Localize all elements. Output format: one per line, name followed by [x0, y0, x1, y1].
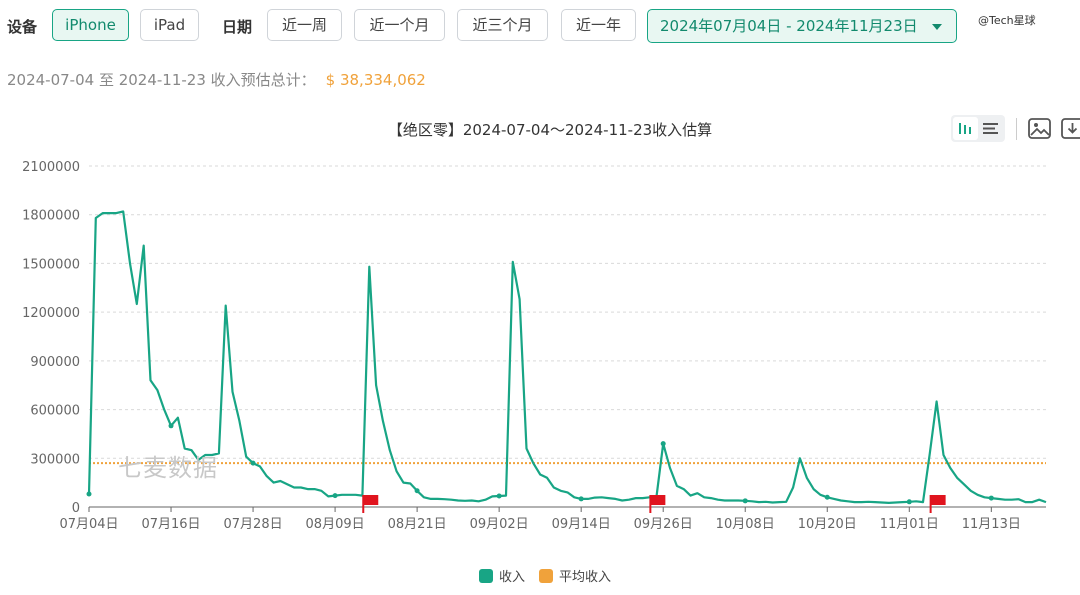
y-tick-label: 1200000 [22, 306, 80, 321]
y-tick-label: 600000 [30, 404, 80, 419]
y-tick-label: 1800000 [22, 209, 80, 224]
x-axis: 07月04日 07月16日 07月28日 08月09日 08月21日 09月02日 09月1… [59, 506, 1046, 532]
revenue-line [87, 210, 1047, 504]
revenue-summary: 2024-07-04 至 2024-11-23 收入预估总计： $ 38,334,… [7, 69, 426, 90]
x-tick-label: 08月21日 [388, 517, 447, 532]
x-tick-label: 07月04日 [59, 517, 118, 532]
x-tick-label: 10月08日 [716, 517, 775, 532]
data-point [414, 488, 420, 494]
data-point [824, 494, 830, 500]
toolbar-divider [1016, 118, 1017, 140]
event-flag [362, 495, 379, 513]
x-tick-label: 08月09日 [306, 517, 365, 532]
date-range-picker[interactable]: 2024年07月04日 - 2024年11月23日 [647, 9, 957, 43]
range-week-button[interactable]: 近一周 [267, 9, 342, 41]
legend-revenue-swatch [479, 569, 493, 583]
data-point [906, 499, 912, 505]
range-year-button[interactable]: 近一年 [561, 9, 636, 41]
event-flag [649, 495, 666, 513]
grid-lines [89, 165, 1046, 459]
flag-cloth [363, 495, 379, 505]
data-point [86, 491, 92, 497]
data-point [742, 498, 748, 504]
summary-total: $ 38,334,062 [325, 71, 426, 89]
caret-down-icon [932, 24, 942, 30]
x-tick-label: 10月20日 [798, 517, 857, 532]
date-range-value: 2024年07月04日 - 2024年11月23日 [660, 17, 918, 35]
event-markers [362, 495, 946, 513]
list-icon[interactable] [979, 117, 1003, 140]
data-point [168, 423, 174, 429]
x-tick-label: 09月14日 [552, 517, 611, 532]
data-point [988, 495, 994, 501]
range-three-months-button[interactable]: 近三个月 [457, 9, 548, 41]
source-watermark: @Tech星球 [978, 14, 1036, 27]
image-icon-svg [1028, 118, 1051, 139]
device-iphone-button[interactable]: iPhone [52, 9, 129, 41]
qimai-watermark: 七麦数据 [118, 454, 218, 482]
legend-revenue-label: 收入 [499, 570, 526, 585]
image-icon[interactable] [1027, 116, 1053, 142]
event-flag [929, 495, 946, 513]
y-tick-label: 0 [72, 501, 80, 516]
x-tick-label: 07月28日 [224, 517, 283, 532]
data-point [250, 460, 256, 466]
download-icon-svg [1061, 118, 1080, 139]
device-ipad-button[interactable]: iPad [140, 9, 199, 41]
data-point [332, 493, 338, 499]
y-tick-label: 2100000 [22, 160, 80, 175]
x-tick-label: 07月16日 [141, 517, 200, 532]
data-point [578, 496, 584, 502]
data-point [496, 493, 502, 499]
revenue-series [86, 210, 1047, 505]
data-point [660, 441, 666, 447]
download-icon[interactable] [1060, 116, 1080, 142]
legend-revenue[interactable]: 收入 [479, 566, 525, 585]
range-month-button[interactable]: 近一个月 [354, 9, 445, 41]
legend-average[interactable]: 平均收入 [539, 566, 611, 585]
y-tick-label: 300000 [30, 452, 80, 467]
summary-label: 2024-07-04 至 2024-11-23 收入预估总计： [7, 71, 316, 89]
device-label: 设备 [7, 18, 38, 36]
y-tick-label: 900000 [30, 355, 80, 370]
legend-average-swatch [539, 569, 553, 583]
date-label: 日期 [222, 18, 253, 36]
bar-chart-icon[interactable] [953, 117, 978, 140]
list-icon-svg [983, 123, 998, 134]
chart-title: 【绝区零】2024-07-04～2024-11-23收入估算 [387, 121, 713, 139]
x-tick-label: 09月26日 [634, 517, 693, 532]
legend-average-label: 平均收入 [559, 570, 612, 585]
y-tick-label: 1500000 [22, 257, 80, 272]
bar-chart-icon-svg [959, 123, 971, 134]
flag-cloth [650, 495, 666, 505]
filter-bar: 设备 iPhone iPad 日期 近一周 近一个月 近三个月 近一年 2024… [0, 0, 1080, 52]
x-tick-label: 09月02日 [470, 517, 529, 532]
x-tick-label: 11月01日 [880, 517, 939, 532]
y-axis: 0 300000 600000 900000 1200000 1500000 1800000… [22, 160, 80, 516]
flag-cloth [930, 495, 946, 505]
x-tick-label: 11月13日 [962, 517, 1021, 532]
